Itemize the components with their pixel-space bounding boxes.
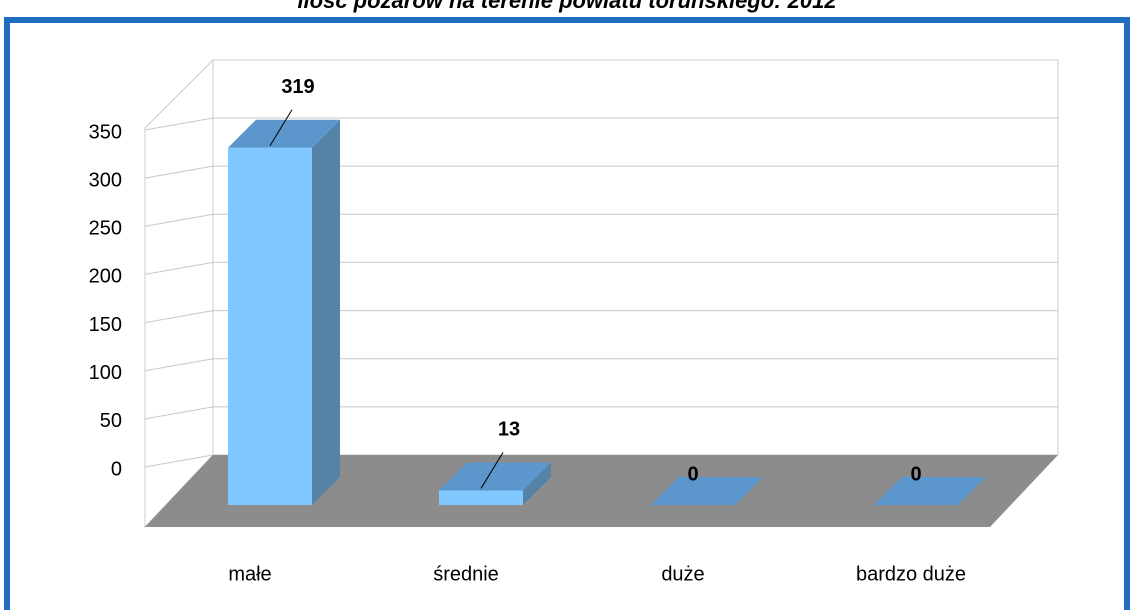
x-tick-label: średnie <box>433 563 499 585</box>
bar-top <box>651 477 763 505</box>
value-label: 0 <box>687 463 698 485</box>
bar <box>439 490 523 505</box>
bar <box>228 147 312 505</box>
y-tick-label: 300 <box>89 169 122 191</box>
x-tick-label: bardzo duże <box>856 563 966 585</box>
chart-title: ilość pożarów na terenie powiatu toruńsk… <box>297 0 837 13</box>
frame <box>4 17 1130 610</box>
grid-line <box>144 406 214 420</box>
x-tick-label: duże <box>661 563 704 585</box>
y-tick-label: 350 <box>89 121 122 143</box>
floor <box>145 455 1058 527</box>
leader-line <box>269 109 293 146</box>
y-tick-label: 200 <box>89 266 122 288</box>
leader-line <box>480 452 504 489</box>
bar-top <box>439 462 551 491</box>
value-label: 13 <box>498 419 520 441</box>
value-label: 319 <box>281 76 314 98</box>
bar-side <box>312 119 340 505</box>
grid-line <box>144 165 214 179</box>
y-tick-label: 0 <box>111 458 122 480</box>
bar-top <box>874 477 986 505</box>
y-tick-label: 250 <box>89 218 122 240</box>
grid-line <box>144 213 214 227</box>
y-tick-label: 100 <box>89 362 122 384</box>
x-tick-label: małe <box>228 563 271 585</box>
grid-line <box>144 310 214 324</box>
grid-line <box>144 117 214 131</box>
y-tick-label: 150 <box>89 314 122 336</box>
grid-line <box>144 358 214 372</box>
y-tick-label: 50 <box>100 410 122 432</box>
grid-line <box>144 261 214 275</box>
bar-side <box>523 462 551 505</box>
grid-line <box>144 454 214 468</box>
bar-top <box>228 119 340 148</box>
value-label: 0 <box>910 463 921 485</box>
